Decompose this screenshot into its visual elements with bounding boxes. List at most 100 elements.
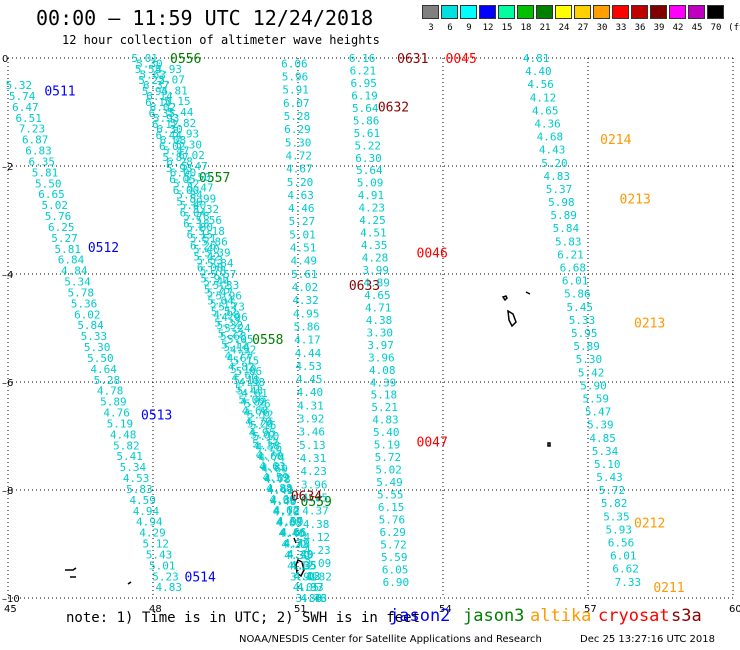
wave-height-label: 5.52 <box>211 305 238 318</box>
pass-time-label: 0211 <box>653 581 684 596</box>
wave-height-label: 4.72 <box>274 505 301 518</box>
wave-height-label: 5.50 <box>35 177 62 190</box>
wave-height-label: 5.96 <box>282 71 309 84</box>
wave-height-label: 5.12 <box>221 339 248 352</box>
wave-height-label: 7.33 <box>615 576 642 589</box>
wave-height-label: 4.72 <box>286 149 313 162</box>
wave-height-label: 5.45 <box>566 301 593 314</box>
wave-height-label: 5.42 <box>193 250 220 263</box>
satellite-label-jason2: jason2 <box>389 606 451 626</box>
wave-height-label: 4.98 <box>238 376 265 389</box>
wave-height-label: 5.02 <box>41 199 68 212</box>
wave-height-label: 6.87 <box>22 134 48 147</box>
wave-height-label: 5.93 <box>605 523 632 536</box>
wave-height-label: 6.06 <box>281 57 308 70</box>
wave-height-label: 5.83 <box>126 483 153 496</box>
wave-height-label: 4.12 <box>294 570 321 583</box>
pass-time-label: 0631 <box>397 52 428 67</box>
wave-height-label: 5.23 <box>152 570 179 583</box>
wave-height-label: 3.99 <box>363 264 390 277</box>
wave-height-label: 4.65 <box>532 104 559 117</box>
wave-height-label: 4.89 <box>363 276 390 289</box>
wave-height-label: 4.76 <box>301 592 328 605</box>
wave-height-label: 4.36 <box>534 117 561 130</box>
wave-height-label: 5.30 <box>285 136 312 149</box>
wave-height-label: 5.40 <box>193 243 220 256</box>
wave-height-label: 4.83 <box>543 170 570 183</box>
pass-time-label: 0047 <box>417 435 448 450</box>
wave-height-label: 5.59 <box>583 392 610 405</box>
wave-height-label: 4.90 <box>231 372 258 385</box>
wave-height-label: 5.68 <box>220 330 247 343</box>
wave-height-label: 5.20 <box>247 417 274 430</box>
legend-label: 33 <box>615 23 627 33</box>
wave-height-label: 5.51 <box>190 232 217 245</box>
wave-height-label: 4.59 <box>263 471 290 484</box>
wave-height-label: 5.44 <box>167 106 194 119</box>
wave-height-label: 6.10 <box>145 96 172 109</box>
legend-label: 36 <box>634 23 646 33</box>
pass-time-label: 0046 <box>417 246 448 261</box>
wave-height-label: 4.28 <box>362 252 389 265</box>
wave-height-label: 5.47 <box>207 287 234 300</box>
legend-label: 3 <box>428 23 434 33</box>
legend-label: 15 <box>501 23 513 33</box>
wave-height-label: 4.65 <box>364 289 391 302</box>
wave-height-label: 5.17 <box>252 438 279 451</box>
wave-height-label: 4.60 <box>269 493 296 506</box>
wave-height-label: 4.35 <box>361 239 388 252</box>
wave-height-label: 5.86 <box>201 236 228 249</box>
wave-height-label: 5.76 <box>379 513 406 526</box>
wave-height-label: 5.86 <box>353 114 380 127</box>
wave-height-label: 5.82 <box>170 117 197 130</box>
wave-height-label: 5.82 <box>601 497 628 510</box>
wave-height-label: 5.12 <box>142 538 169 551</box>
wave-height-label: 5.76 <box>45 210 72 223</box>
wave-height-label: 5.01 <box>149 559 176 572</box>
wave-height-label: 5.37 <box>546 183 573 196</box>
wave-height-label: 6.35 <box>28 155 55 168</box>
wave-height-label: 4.31 <box>297 399 324 412</box>
satellite-label-jason3: jason3 <box>463 606 525 626</box>
wave-height-label: 5.75 <box>204 283 231 296</box>
wave-height-label: 5.13 <box>233 374 260 387</box>
wave-height-label: 6.37 <box>143 79 170 92</box>
wave-height-label: 5.15 <box>164 95 191 108</box>
wave-height-label: 4.39 <box>370 376 397 389</box>
wave-height-label: 5.50 <box>87 352 114 365</box>
wave-height-label: 5.34 <box>120 461 147 474</box>
x-tick-label: 57 <box>584 604 597 615</box>
wave-height-label: 6.12 <box>152 118 179 131</box>
wave-height-label: 4.23 <box>300 465 327 478</box>
wave-height-label: 5.98 <box>548 196 575 209</box>
island-reunion-area <box>501 291 531 328</box>
wave-height-label: 6.30 <box>355 152 382 165</box>
wave-height-label: 5.32 <box>214 316 241 329</box>
wave-height-label: 6.01 <box>610 550 637 563</box>
wave-height-label: 4.32 <box>292 294 319 307</box>
wave-height-label: 6.14 <box>146 90 173 103</box>
wave-height-label: 4.77 <box>225 350 252 363</box>
wave-height-label: 4.62 <box>273 504 300 517</box>
wave-height-label: 5.05 <box>227 333 254 346</box>
wave-height-label: 5.99 <box>190 192 217 205</box>
wave-height-label: 5.74 <box>9 90 36 103</box>
wave-height-label: 4.48 <box>110 428 137 441</box>
wave-height-label: 4.85 <box>589 432 616 445</box>
wave-height-label: 5.39 <box>204 246 231 259</box>
legend-label: 45 <box>691 23 703 33</box>
wave-height-label: 6.07 <box>283 97 310 110</box>
wave-height-label: 6.00 <box>170 167 197 180</box>
legend-swatch <box>669 5 686 19</box>
wave-height-label: 5.93 <box>173 128 200 141</box>
legend-swatch <box>688 5 705 19</box>
pass-time-label: 0045 <box>446 52 477 67</box>
wave-height-label: 6.02 <box>74 308 101 321</box>
wave-height-label: 6.83 <box>25 145 52 158</box>
wave-height-label: 3.96 <box>301 478 328 491</box>
legend-label: 18 <box>520 23 532 33</box>
wave-height-label: 5.15 <box>233 354 259 367</box>
wave-height-label: 6.01 <box>562 275 589 288</box>
legend-label: 24 <box>558 23 570 33</box>
x-tick-label: 54 <box>439 604 452 615</box>
